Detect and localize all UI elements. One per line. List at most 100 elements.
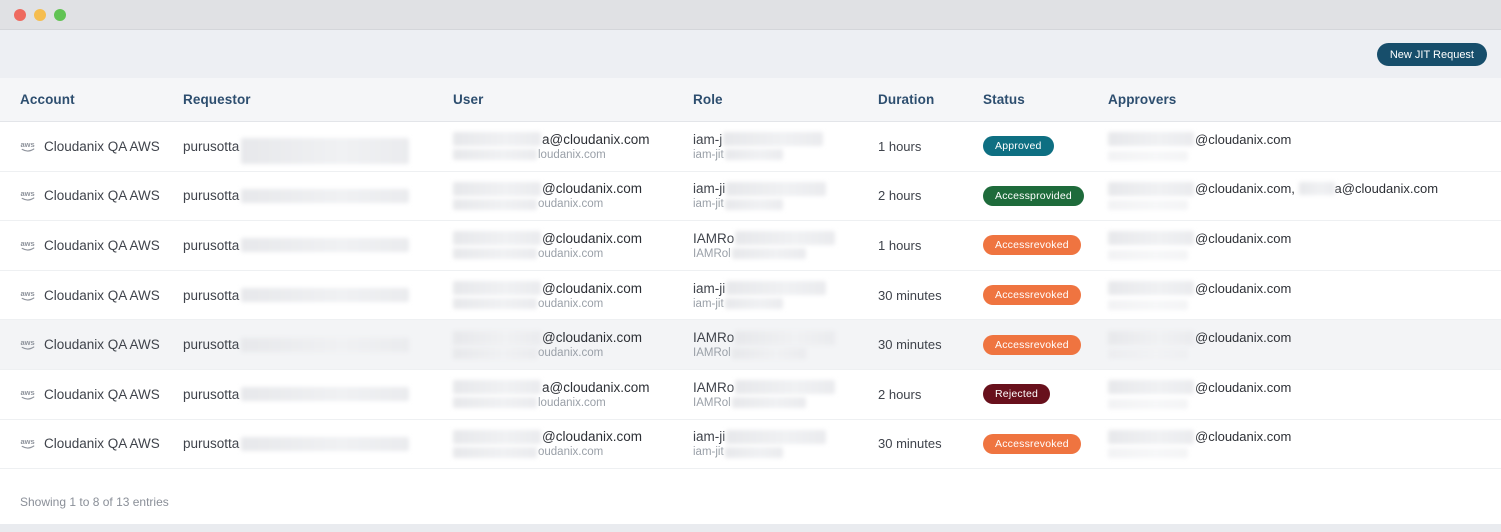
column-header-user: User — [453, 92, 484, 107]
redacted-text — [735, 380, 836, 395]
approver-email: @cloudanix.com — [1195, 230, 1292, 246]
table-row: aws Cloudanix QA AWS purusotta a@cloudanix.… — [0, 122, 1501, 172]
requestor-cell: purusotta — [183, 337, 453, 352]
status-badge: Accessrevoked — [983, 285, 1081, 306]
status-badge: Accessrevoked — [983, 433, 1081, 454]
redacted-text — [726, 181, 827, 196]
column-header-status: Status — [983, 92, 1025, 107]
redacted-text — [1298, 182, 1335, 196]
redacted-text — [724, 298, 783, 310]
user-cell: @cloudanix.com oudanix.com — [453, 281, 693, 310]
approvers-cell: @cloudanix.com — [1108, 330, 1501, 360]
table-header-row: Account Requestor User Role Duration Status Ap… — [0, 78, 1501, 122]
role-cell: iam-ji iam-jit — [693, 429, 878, 458]
role-cell: iam-ji iam-jit — [693, 281, 878, 310]
column-header-account: Account — [20, 92, 75, 107]
requestor-cell: purusotta — [183, 436, 453, 451]
role-name: iam-ji — [693, 429, 726, 445]
user-email-sub: loudanix.com — [538, 396, 606, 409]
redacted-text — [731, 397, 806, 409]
table-row: aws Cloudanix QA AWS purusotta @cloudanix.c… — [0, 270, 1501, 321]
aws-icon: aws — [20, 140, 36, 153]
redacted-text — [724, 198, 783, 210]
redacted-text — [453, 347, 537, 359]
user-email: a@cloudanix.com — [542, 379, 650, 395]
table-row: aws Cloudanix QA AWS purusotta @cloudanix.c… — [0, 221, 1501, 271]
redacted-text — [1108, 380, 1194, 395]
requestor-cell: purusotta — [183, 188, 453, 203]
role-name: IAMRo — [693, 379, 735, 395]
user-email-sub: oudanix.com — [538, 297, 604, 310]
aws-icon: aws — [20, 388, 36, 401]
account-cell: aws Cloudanix QA AWS — [20, 238, 183, 253]
duration-cell: 30 minutes — [878, 436, 942, 452]
account-name: Cloudanix QA AWS — [44, 237, 160, 253]
redacted-text — [1108, 200, 1188, 211]
maximize-window-button[interactable] — [54, 8, 66, 21]
requestor-name: purusotta — [183, 436, 240, 452]
redacted-text — [1108, 132, 1194, 147]
approver-email: @cloudanix.com, — [1195, 181, 1299, 197]
minimize-window-button[interactable] — [34, 8, 46, 21]
role-cell: iam-ji iam-jit — [693, 181, 878, 210]
role-name-sub: IAMRol — [693, 347, 731, 360]
redacted-text — [731, 248, 806, 260]
user-email-sub: oudanix.com — [538, 347, 604, 360]
redacted-text — [1108, 150, 1188, 161]
redacted-text — [453, 429, 541, 444]
status-badge: Accessrevoked — [983, 235, 1081, 256]
column-header-approvers: Approvers — [1108, 92, 1177, 107]
user-cell: a@cloudanix.com loudanix.com — [453, 132, 693, 161]
redacted-text — [453, 149, 537, 161]
account-name: Cloudanix QA AWS — [44, 138, 160, 154]
aws-icon: aws — [20, 289, 36, 302]
user-email-sub: loudanix.com — [538, 148, 606, 161]
user-cell: @cloudanix.com oudanix.com — [453, 231, 693, 260]
table-row: aws Cloudanix QA AWS purusotta @cloudanix.c… — [0, 171, 1501, 222]
redacted-text — [241, 436, 410, 451]
approvers-cell: @cloudanix.com — [1108, 429, 1501, 459]
role-name: iam-ji — [693, 181, 726, 197]
bottom-strip — [0, 524, 1501, 532]
svg-text:aws: aws — [21, 437, 35, 446]
aws-icon: aws — [20, 338, 36, 351]
account-cell: aws Cloudanix QA AWS — [20, 139, 183, 154]
role-name: IAMRo — [693, 330, 735, 346]
redacted-text — [724, 149, 783, 161]
redacted-text — [453, 248, 537, 260]
status-cell: Approved — [983, 136, 1108, 157]
approvers-cell: @cloudanix.com — [1108, 380, 1501, 409]
new-jit-request-button[interactable]: New JIT Request — [1376, 43, 1487, 66]
duration-cell: 30 minutes — [878, 337, 942, 353]
approver-email: @cloudanix.com — [1195, 330, 1292, 346]
role-name: iam-ji — [693, 280, 726, 296]
svg-text:aws: aws — [21, 239, 35, 248]
account-name: Cloudanix QA AWS — [44, 287, 160, 303]
approver-email: @cloudanix.com — [1195, 429, 1292, 445]
redacted-text — [241, 288, 410, 303]
status-badge: Rejected — [983, 384, 1051, 405]
status-badge: Accessprovided — [983, 185, 1084, 206]
user-cell: a@cloudanix.com loudanix.com — [453, 380, 693, 409]
table-row: aws Cloudanix QA AWS purusotta @cloudanix.c… — [0, 320, 1501, 370]
role-name-sub: IAMRol — [693, 396, 731, 409]
account-name: Cloudanix QA AWS — [44, 436, 160, 452]
duration-cell: 30 minutes — [878, 287, 942, 303]
requestor-cell: purusotta — [183, 238, 453, 253]
redacted-text — [1108, 448, 1188, 459]
redacted-text — [726, 281, 827, 296]
aws-icon: aws — [20, 239, 36, 252]
status-cell: Accessrevoked — [983, 433, 1108, 454]
close-window-button[interactable] — [14, 8, 26, 21]
approvers-cell: @cloudanix.com — [1108, 231, 1501, 260]
redacted-text — [241, 138, 410, 165]
svg-text:aws: aws — [21, 289, 35, 298]
window-titlebar — [0, 0, 1501, 30]
user-email: @cloudanix.com — [542, 429, 642, 445]
requestor-name: purusotta — [183, 337, 240, 353]
user-email: @cloudanix.com — [542, 230, 642, 246]
role-name: IAMRo — [693, 230, 735, 246]
redacted-text — [735, 330, 836, 345]
aws-icon: aws — [20, 437, 36, 450]
redacted-text — [723, 132, 824, 147]
